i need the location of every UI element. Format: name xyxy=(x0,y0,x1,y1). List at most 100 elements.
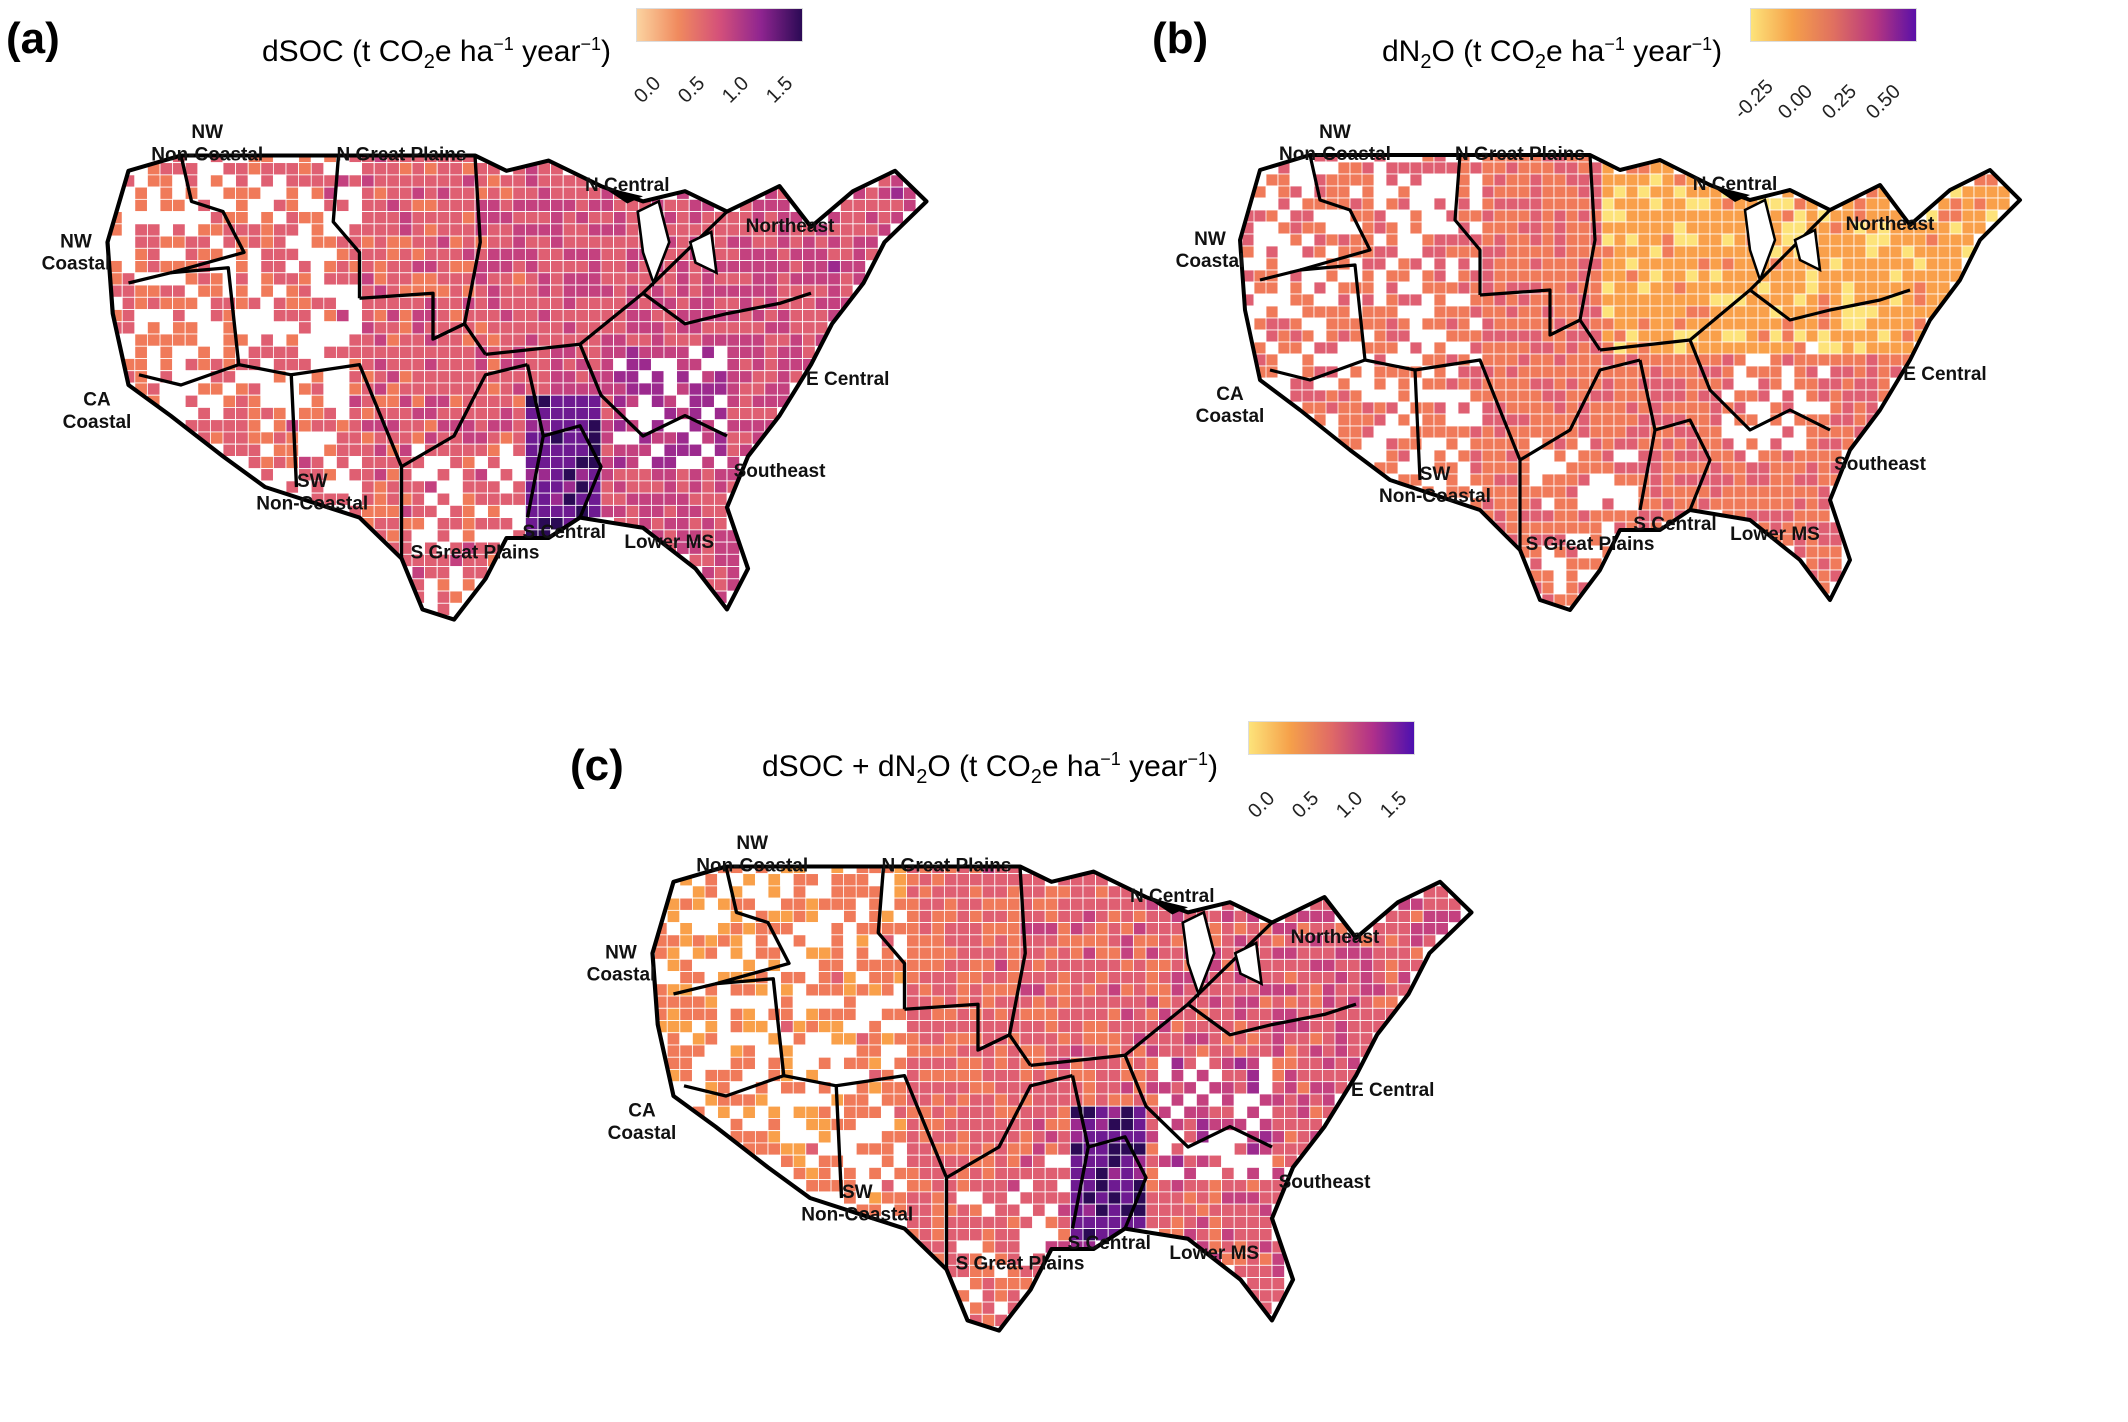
county-cell xyxy=(487,198,501,213)
county-cell xyxy=(1325,293,1339,307)
county-cell xyxy=(943,1007,958,1021)
lake-superior xyxy=(1710,185,1750,202)
county-cell xyxy=(1541,209,1555,223)
county-cell xyxy=(956,1081,971,1095)
county-cell xyxy=(890,186,904,200)
county-cell xyxy=(474,468,489,482)
county-cell xyxy=(1529,329,1543,343)
county-cell xyxy=(931,1056,945,1070)
county-cell xyxy=(386,198,400,213)
county-cell xyxy=(562,358,577,372)
county-cell xyxy=(613,370,627,384)
county-cell xyxy=(613,443,627,457)
county-cell xyxy=(1221,1069,1235,1083)
county-cell xyxy=(1481,305,1495,319)
county-cell xyxy=(679,995,693,1009)
county-cell xyxy=(1673,425,1687,439)
county-cell xyxy=(1721,233,1735,247)
county-cell xyxy=(1397,922,1412,936)
county-cell xyxy=(1553,401,1567,415)
county-cell xyxy=(373,272,388,286)
county-cell xyxy=(713,247,728,261)
county-cell xyxy=(449,468,463,482)
region-label-nw-noncoastal-1: NW xyxy=(736,833,768,854)
county-cell xyxy=(121,296,136,310)
county-cell xyxy=(676,333,690,347)
county-cell xyxy=(1385,317,1399,331)
county-cell xyxy=(701,517,715,531)
county-cell xyxy=(1271,995,1286,1009)
county-cell xyxy=(1697,401,1711,415)
county-cell xyxy=(1421,209,1435,223)
county-cell xyxy=(713,578,728,592)
county-cell xyxy=(1493,497,1507,511)
county-cell xyxy=(499,321,514,335)
county-cell xyxy=(121,223,136,237)
county-cell xyxy=(1661,281,1675,295)
county-cell xyxy=(1565,461,1579,475)
county-cell xyxy=(1829,269,1843,283)
county-cell xyxy=(487,431,501,445)
county-cell xyxy=(1221,1056,1235,1070)
county-cell xyxy=(1258,1166,1273,1181)
county-cell xyxy=(1949,221,1963,235)
county-cell xyxy=(247,309,262,323)
county-cell xyxy=(1271,1056,1286,1070)
county-cell xyxy=(550,455,564,470)
county-cell xyxy=(562,468,577,482)
county-cell xyxy=(474,284,489,298)
county-cell xyxy=(1373,449,1387,463)
county-cell xyxy=(373,174,388,188)
county-cell xyxy=(499,492,514,506)
county-cell xyxy=(1925,293,1939,307)
county-cell xyxy=(575,321,589,335)
county-cell xyxy=(1793,209,1807,223)
county-cell xyxy=(1044,1105,1059,1119)
county-cell xyxy=(1625,197,1639,211)
county-cell xyxy=(1817,317,1831,331)
county-cell xyxy=(411,309,426,323)
county-cell xyxy=(1793,353,1807,367)
county-cell xyxy=(688,198,703,213)
county-cell xyxy=(1195,1020,1210,1034)
county-cell xyxy=(1309,1044,1323,1058)
county-cell xyxy=(1529,485,1543,499)
county-cell xyxy=(663,455,678,470)
county-cell xyxy=(1733,473,1747,487)
county-cell xyxy=(1817,545,1831,559)
county-cell xyxy=(487,296,501,310)
county-cell xyxy=(688,504,703,519)
region-label-n-great-plains: N Great Plains xyxy=(1455,144,1585,165)
county-cell xyxy=(1373,281,1387,295)
county-cell xyxy=(1877,197,1891,211)
county-cell xyxy=(537,468,552,482)
county-cell xyxy=(1541,353,1555,367)
county-cell xyxy=(424,517,438,531)
county-cell xyxy=(676,284,690,298)
county-cell xyxy=(1158,1069,1172,1083)
county-cell xyxy=(260,382,274,396)
county-cell xyxy=(1805,401,1819,415)
county-cell xyxy=(1541,293,1555,307)
county-cell xyxy=(436,309,451,323)
county-cell xyxy=(361,455,375,470)
county-cell xyxy=(1673,281,1687,295)
county-cell xyxy=(1889,317,1903,331)
county-cell xyxy=(1006,1093,1021,1107)
county-cell xyxy=(1321,1056,1336,1070)
county-cell xyxy=(1853,413,1867,427)
county-cell xyxy=(1019,1191,1034,1205)
county-cell xyxy=(1183,1203,1197,1217)
county-cell xyxy=(1553,293,1567,307)
county-cell xyxy=(1505,245,1519,259)
county-cell xyxy=(1481,473,1495,487)
county-cell xyxy=(1409,173,1423,187)
county-cell xyxy=(1877,281,1891,295)
region-label-s-great-plains: S Great Plains xyxy=(1526,534,1655,555)
county-cell xyxy=(562,223,577,237)
county-cell xyxy=(1170,971,1185,985)
county-cell xyxy=(1925,269,1939,283)
county-cell xyxy=(1565,221,1579,235)
county-cell xyxy=(726,419,741,433)
county-cell xyxy=(1493,185,1507,199)
